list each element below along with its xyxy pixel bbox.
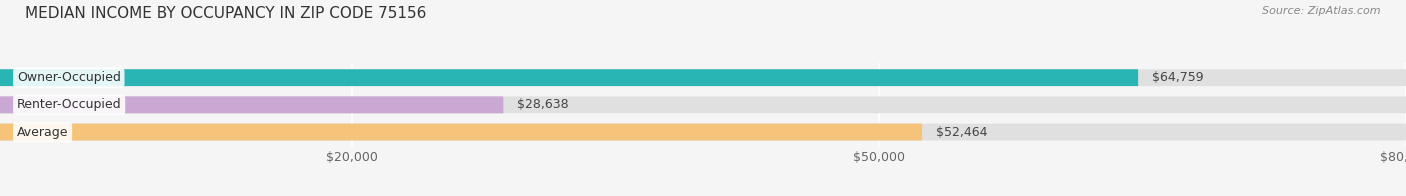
- Text: Owner-Occupied: Owner-Occupied: [17, 71, 121, 84]
- FancyBboxPatch shape: [0, 96, 503, 113]
- Text: $28,638: $28,638: [517, 98, 569, 111]
- Text: $64,759: $64,759: [1152, 71, 1204, 84]
- Text: MEDIAN INCOME BY OCCUPANCY IN ZIP CODE 75156: MEDIAN INCOME BY OCCUPANCY IN ZIP CODE 7…: [25, 6, 426, 21]
- Text: Renter-Occupied: Renter-Occupied: [17, 98, 121, 111]
- Text: Average: Average: [17, 126, 69, 139]
- Text: Source: ZipAtlas.com: Source: ZipAtlas.com: [1263, 6, 1381, 16]
- FancyBboxPatch shape: [0, 96, 1406, 113]
- FancyBboxPatch shape: [0, 69, 1406, 86]
- Text: $52,464: $52,464: [936, 126, 987, 139]
- FancyBboxPatch shape: [0, 124, 922, 141]
- FancyBboxPatch shape: [0, 69, 1137, 86]
- FancyBboxPatch shape: [0, 124, 1406, 141]
